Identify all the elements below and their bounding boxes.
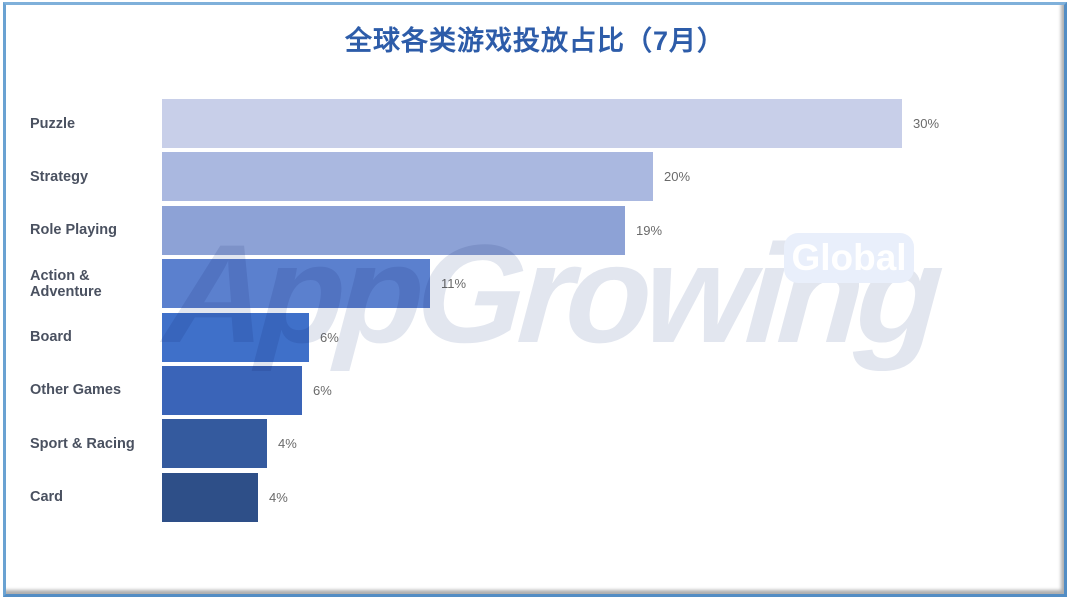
bar <box>162 419 267 469</box>
value-label: 19% <box>636 222 663 238</box>
bar-row: Action & Adventure 11% <box>30 259 1044 309</box>
bar <box>162 205 625 255</box>
bar-row: Board 6% <box>30 312 1044 362</box>
category-label: Role Playing <box>30 222 118 239</box>
category-label: Other Games <box>30 382 122 399</box>
bar <box>162 152 653 202</box>
bar-chart: Puzzle 30% Strategy 20% Role Playing 19% Actio… <box>30 99 1044 526</box>
value-label: 4% <box>278 436 297 452</box>
bar <box>162 365 302 415</box>
bar-row: Card 4% <box>30 472 1044 522</box>
bar <box>162 312 309 362</box>
value-label: 6% <box>313 382 332 398</box>
value-label: 11% <box>441 276 467 292</box>
chart-frame: 全球各类游戏投放占比（7月） Puzzle 30% Strategy 20% Role … <box>3 2 1067 597</box>
value-label: 20% <box>664 169 691 185</box>
category-label: Card <box>30 489 64 506</box>
bar-row: Puzzle 30% <box>30 99 1044 148</box>
value-label: 4% <box>269 489 288 505</box>
bar <box>162 472 258 522</box>
category-label: Sport & Racing <box>30 435 135 452</box>
value-label: 30% <box>913 116 940 131</box>
bar-row: Other Games 6% <box>30 365 1044 415</box>
bar-row: Strategy 20% <box>30 152 1044 202</box>
bar-row: Role Playing 19% <box>30 205 1044 255</box>
category-label: Strategy <box>30 168 89 185</box>
chart-title: 全球各类游戏投放占比（7月） <box>344 26 725 56</box>
bar <box>162 99 902 148</box>
bar-row: Sport & Racing 4% <box>30 419 1044 469</box>
category-label: Board <box>30 329 72 346</box>
value-label: 6% <box>320 329 339 345</box>
category-label: Puzzle <box>30 115 76 132</box>
bar <box>162 259 430 309</box>
category-label: Action & Adventure <box>30 267 102 300</box>
